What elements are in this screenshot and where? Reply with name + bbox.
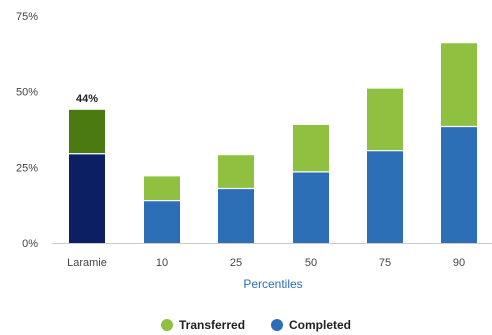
- bar-completed: [441, 126, 477, 243]
- bar-completed: [367, 150, 403, 243]
- legend-label: Transferred: [179, 318, 245, 332]
- bar-transferred: [218, 155, 254, 189]
- legend-item[interactable]: Completed: [271, 318, 351, 332]
- bar-completed: [218, 188, 254, 243]
- bars: [69, 43, 477, 243]
- x-axis-ticks: Laramie 10 25 50 75 90: [67, 257, 465, 269]
- y-tick-label: 0%: [22, 238, 38, 250]
- legend-item[interactable]: Transferred: [161, 318, 245, 332]
- x-tick-label: 90: [453, 257, 465, 269]
- bar-transferred: [293, 124, 329, 172]
- data-labels: 44%: [76, 93, 98, 105]
- x-tick-label: 10: [156, 257, 168, 269]
- bar-transferred: [367, 88, 403, 151]
- x-tick-label: Laramie: [67, 257, 107, 269]
- y-tick-label: 75%: [16, 11, 38, 23]
- bar-transferred: [441, 43, 477, 127]
- y-tick-label: 50%: [16, 87, 38, 99]
- x-tick-label: 75: [379, 257, 391, 269]
- bar-completed: [69, 153, 105, 243]
- legend-label: Completed: [289, 318, 351, 332]
- bar-transferred: [69, 109, 105, 154]
- bar-completed: [293, 171, 329, 243]
- bar-transferred: [144, 176, 180, 201]
- legend-marker: [161, 319, 173, 331]
- y-tick-label: 25%: [16, 162, 38, 174]
- bar-completed: [144, 200, 180, 243]
- x-tick-label: 50: [305, 257, 317, 269]
- legend-marker: [271, 319, 283, 331]
- x-axis-title: Percentiles: [243, 277, 302, 291]
- data-label: 44%: [76, 93, 98, 105]
- legend: Transferred Completed: [161, 318, 351, 332]
- x-tick-label: 25: [230, 257, 242, 269]
- y-axis-ticks: 0% 25% 50% 75%: [16, 11, 38, 250]
